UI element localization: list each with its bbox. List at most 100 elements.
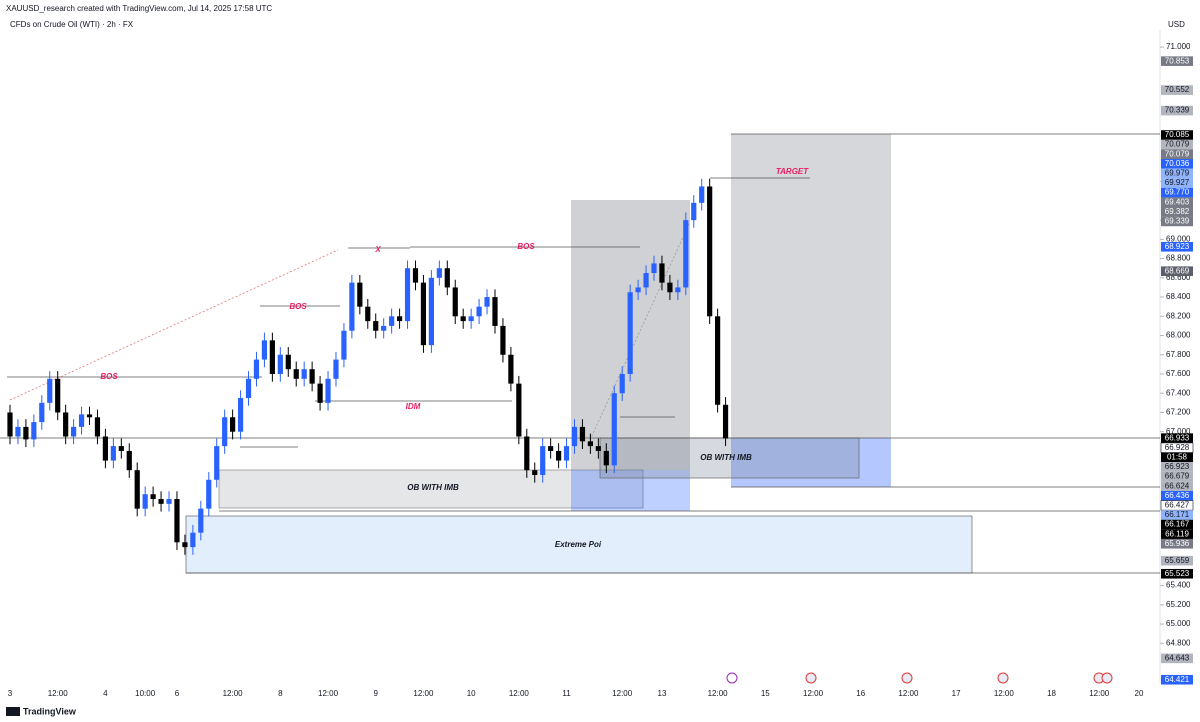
candle-body — [158, 499, 164, 504]
y-tick-label: 69.000 — [1166, 234, 1191, 243]
event-icon — [901, 672, 913, 684]
candle-body — [94, 417, 101, 437]
x-tick-label: 6 — [175, 689, 180, 698]
price-label: 69.770 — [1165, 188, 1190, 197]
price-label-box — [1161, 241, 1193, 252]
price-label-box — [1161, 168, 1193, 179]
annotation: IDM — [406, 402, 421, 411]
candle-body — [707, 186, 713, 317]
candle-body — [508, 354, 514, 384]
price-label-box — [1161, 674, 1193, 685]
y-tick-label: 68.200 — [1166, 311, 1191, 320]
price-label-box — [1161, 216, 1193, 227]
price-label: 69.382 — [1165, 207, 1190, 216]
candle-body — [691, 202, 697, 221]
candle-body — [317, 383, 323, 403]
y-tick-label: 68.400 — [1166, 292, 1191, 301]
price-label-box — [1161, 519, 1193, 530]
candle-body — [651, 263, 657, 274]
candle-body — [230, 417, 236, 432]
candle-body — [277, 354, 283, 375]
price-label: 66.928 — [1165, 443, 1190, 452]
candle-body — [309, 369, 315, 384]
candle-body — [301, 369, 307, 379]
candle-body — [563, 446, 570, 461]
price-label: 66.171 — [1165, 510, 1190, 519]
x-tick-label: 12:00 — [509, 689, 530, 698]
candle-body — [78, 414, 85, 427]
event-icon — [1101, 672, 1113, 684]
annotation: BOS — [100, 372, 118, 381]
x-tick-label: 12:00 — [48, 689, 69, 698]
annotation: BOS — [289, 302, 307, 311]
y-tick-label: 71.000 — [1166, 42, 1191, 51]
attribution: XAUUSD_research created with TradingView… — [6, 4, 272, 13]
candle-body — [516, 383, 522, 437]
candle-body — [571, 426, 578, 447]
annotation: OB WITH IMB — [700, 453, 752, 462]
candle-body — [118, 446, 124, 451]
x-tick-label: 15 — [761, 689, 770, 698]
price-label: 69.403 — [1165, 197, 1190, 206]
candle-body — [182, 542, 188, 548]
candle-body — [47, 378, 53, 403]
price-axis: 71.00069.60069.20069.00068.80068.60068.4… — [1160, 42, 1194, 685]
y-tick-label: 67.600 — [1166, 369, 1191, 378]
candle-body — [373, 321, 379, 331]
x-tick-label: 12:00 — [223, 689, 244, 698]
y-tick-label: 67.800 — [1166, 350, 1191, 359]
annotation: X — [374, 245, 381, 254]
candle-body — [389, 316, 395, 326]
price-label: 66.624 — [1165, 481, 1190, 490]
candle-body — [659, 263, 665, 283]
price-label: 66.933 — [1165, 433, 1190, 442]
zone — [218, 469, 644, 509]
x-tick-label: 4 — [103, 689, 108, 698]
candle-body — [524, 436, 530, 471]
candle-body — [722, 404, 729, 439]
price-label-box — [1161, 452, 1193, 463]
event-icon — [997, 672, 1009, 684]
candle-body — [587, 441, 594, 447]
x-tick-label: 12:00 — [318, 689, 339, 698]
y-tick-label: 65.000 — [1166, 619, 1191, 628]
x-tick-label: 17 — [952, 689, 961, 698]
candle-body — [126, 450, 132, 471]
price-label-box — [1161, 555, 1193, 566]
candle-body — [31, 422, 37, 440]
annotation: BOS — [517, 242, 535, 251]
candle-body — [555, 450, 562, 461]
y-tick-label: 68.800 — [1166, 254, 1191, 263]
candle-body — [142, 494, 148, 509]
symbol: CFDs on Crude Oil (WTI) · 2h · FX — [10, 20, 134, 29]
zone — [731, 134, 891, 438]
candle-body — [23, 426, 29, 440]
price-label-box — [1161, 462, 1193, 472]
candle-body — [603, 450, 609, 466]
candle-body — [134, 470, 140, 509]
price-label: 70.552 — [1165, 85, 1190, 94]
candle-body — [548, 446, 554, 451]
price-label-box — [1161, 56, 1193, 66]
annotations: BOS BOS X BOS IDM TARGET OB WITH IMB OB … — [100, 167, 809, 549]
price-label-box — [1161, 187, 1193, 198]
y-tick-label: 68.000 — [1166, 331, 1191, 340]
logo — [6, 707, 20, 716]
price-label-box — [1161, 85, 1193, 95]
candle-body — [325, 378, 331, 403]
price-label: 70.339 — [1165, 106, 1190, 115]
price-label: 66.679 — [1165, 472, 1190, 481]
price-label-box — [1161, 481, 1193, 491]
candles — [7, 178, 729, 555]
candle-body — [55, 378, 61, 413]
candle-body — [532, 470, 538, 475]
candle-body — [715, 316, 721, 405]
x-tick-label: 12:00 — [803, 689, 824, 698]
candle-body — [206, 479, 212, 509]
price-label-box — [1161, 207, 1193, 217]
candle-body — [468, 316, 474, 322]
price-label-box — [1161, 653, 1193, 664]
price-label: 66.923 — [1165, 462, 1190, 471]
y-tick-label: 65.200 — [1166, 600, 1191, 609]
